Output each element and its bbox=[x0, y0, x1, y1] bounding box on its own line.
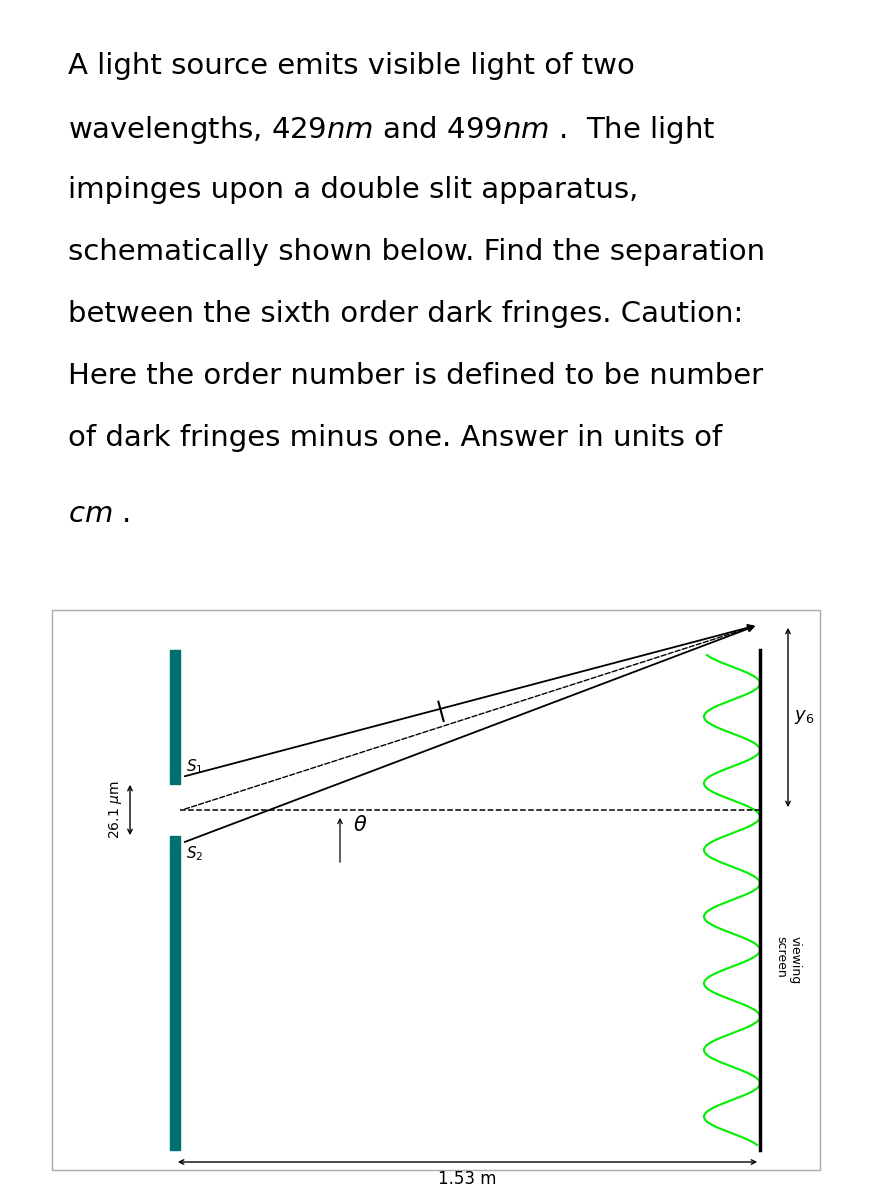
Bar bbox=[170, 836, 180, 852]
Bar bbox=[52, 610, 820, 1170]
Text: 1.53 m: 1.53 m bbox=[438, 1170, 497, 1188]
Text: $\theta$: $\theta$ bbox=[353, 815, 368, 835]
Bar bbox=[170, 768, 180, 784]
Text: A light source emits visible light of two: A light source emits visible light of tw… bbox=[68, 52, 635, 80]
Text: wavelengths, 429$nm$ and 499$nm$ .  The light: wavelengths, 429$nm$ and 499$nm$ . The l… bbox=[68, 114, 715, 146]
Text: between the sixth order dark fringes. Caution:: between the sixth order dark fringes. Ca… bbox=[68, 300, 743, 328]
Bar bbox=[170, 852, 180, 1150]
Text: of dark fringes minus one. Answer in units of: of dark fringes minus one. Answer in uni… bbox=[68, 424, 723, 452]
Text: $y_6$: $y_6$ bbox=[794, 708, 814, 726]
Text: $cm$ .: $cm$ . bbox=[68, 500, 129, 528]
Text: viewing
screen: viewing screen bbox=[774, 936, 802, 984]
Text: Here the order number is defined to be number: Here the order number is defined to be n… bbox=[68, 362, 764, 390]
Text: impinges upon a double slit apparatus,: impinges upon a double slit apparatus, bbox=[68, 176, 639, 204]
Bar bbox=[170, 650, 180, 768]
Text: schematically shown below. Find the separation: schematically shown below. Find the sepa… bbox=[68, 238, 765, 266]
Text: $S_1$: $S_1$ bbox=[186, 757, 203, 776]
Text: 26.1 $\mu$m: 26.1 $\mu$m bbox=[107, 781, 124, 839]
Text: $S_2$: $S_2$ bbox=[186, 844, 203, 863]
